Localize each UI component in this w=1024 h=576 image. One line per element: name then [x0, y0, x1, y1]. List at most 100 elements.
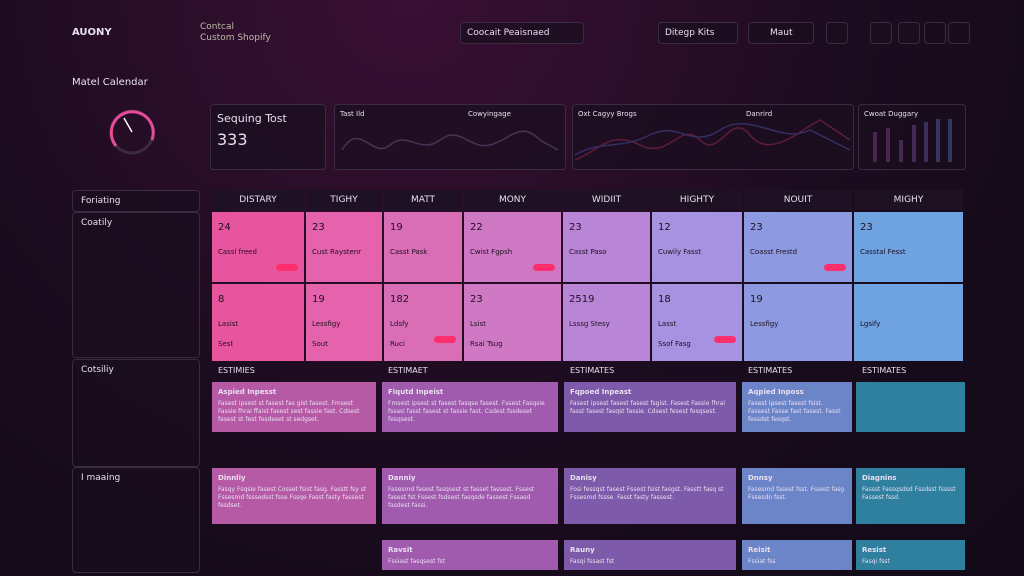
- event-label: Casst Pask: [390, 248, 428, 256]
- event-label: Cust Raystenr: [312, 248, 362, 256]
- gauge-needle: [123, 117, 133, 133]
- estimate-card[interactable]: [564, 382, 736, 432]
- event-label: Sout: [312, 340, 328, 348]
- menu-text[interactable]: Maut: [770, 28, 793, 38]
- estimate-card[interactable]: [856, 382, 965, 432]
- stats-value: 333: [217, 130, 248, 149]
- estimates-title: ESTIMAET: [388, 366, 428, 375]
- panel: [334, 104, 566, 170]
- icon-button[interactable]: [870, 22, 892, 44]
- estimate-card[interactable]: [742, 468, 852, 524]
- icon-button[interactable]: [826, 22, 848, 44]
- day-number: 23: [312, 222, 325, 233]
- column-header: [652, 190, 742, 210]
- nav-item: Contcal: [200, 22, 234, 32]
- day-number: 182: [390, 294, 410, 305]
- calendar-cell[interactable]: [306, 212, 382, 282]
- card-title: Aspied Inpesst: [218, 388, 277, 396]
- calendar-cell[interactable]: [744, 284, 852, 361]
- column-header: [212, 190, 304, 210]
- column-title: MIGHY: [893, 195, 924, 205]
- card-title: Dnnsy: [748, 474, 773, 482]
- day-number: 19: [390, 222, 403, 233]
- card-body: Fassst Fassqsdsd Fssdsst fsssst Fassest …: [862, 486, 956, 501]
- estimate-card[interactable]: [742, 382, 852, 432]
- estimate-card[interactable]: [856, 540, 965, 570]
- calendar-cell[interactable]: [306, 284, 382, 361]
- calendar-cell[interactable]: [212, 284, 304, 361]
- event-label: Ssof Fasg: [658, 340, 691, 348]
- column-title: DISTARY: [239, 195, 277, 205]
- menu: [748, 22, 814, 44]
- card-body: Fasqy Fsqsie fasest Cosset fsist fasg. F…: [218, 486, 367, 509]
- card-body: Fmsest ipsest st fasest fasqse fasest. F…: [388, 400, 545, 423]
- column-header: [854, 190, 963, 210]
- column-title: MONY: [498, 195, 527, 205]
- panel-title: Tast Ild: [340, 110, 365, 118]
- estimate-card[interactable]: [382, 540, 558, 570]
- filter: [658, 22, 738, 44]
- card-title: Reisit: [748, 546, 771, 554]
- icon-button[interactable]: [898, 22, 920, 44]
- card-title: Aqpied Inposs: [748, 388, 804, 396]
- estimates-title: ESTIMIES: [218, 366, 255, 375]
- day-number: 2519: [569, 294, 595, 305]
- card-title: Fiqutd Inpeist: [388, 388, 444, 396]
- calendar-cell[interactable]: [563, 284, 650, 361]
- sidebar-title: Matel Calendar: [72, 77, 148, 88]
- card-body: Fasqi fsst: [862, 558, 890, 565]
- event-label: Lsist: [470, 320, 486, 328]
- estimate-card[interactable]: [742, 540, 852, 570]
- event-label: Lasst: [658, 320, 677, 328]
- sidebar-label[interactable]: I maaing: [81, 473, 121, 483]
- search-text: Coocait Peaisnaed: [467, 28, 550, 38]
- panel-title: Cowyingage: [468, 110, 511, 118]
- tag: [533, 264, 555, 271]
- event-label: Sest: [218, 340, 234, 348]
- panel: [858, 104, 966, 170]
- card-body: Fssiast fasqsest fst: [388, 558, 445, 565]
- event-label: Casstal Fesst: [860, 248, 906, 256]
- card-body: Fasest ipsest fasest fsist. Fassest Fass…: [748, 400, 841, 423]
- estimates-title: ESTIMATES: [862, 366, 907, 375]
- event-label: Ldsfy: [390, 320, 409, 328]
- calendar-cell[interactable]: [652, 284, 742, 361]
- day-number: 8: [218, 294, 225, 305]
- card-title: Resist: [862, 546, 887, 554]
- estimate-card[interactable]: [564, 540, 736, 570]
- event-label: Lsssg Stesy: [569, 320, 610, 328]
- icon-button[interactable]: [924, 22, 946, 44]
- day-number: 12: [658, 222, 671, 233]
- sidebar-section: [72, 212, 200, 358]
- calendar-cell[interactable]: [464, 284, 561, 361]
- sidebar-label[interactable]: Foriating: [81, 196, 121, 206]
- sidebar-label[interactable]: Cotsiliy: [81, 365, 114, 375]
- calendar-cell[interactable]: [384, 212, 462, 282]
- card-body: Fosi fessqst fasest Fssest fsist fasgst.…: [570, 486, 724, 501]
- estimate-card[interactable]: [212, 468, 376, 524]
- column-title: TIGHY: [330, 195, 358, 205]
- day-number: 19: [312, 294, 325, 305]
- calendar-cell[interactable]: [854, 284, 963, 361]
- estimate-card[interactable]: [212, 382, 376, 432]
- estimate-card[interactable]: [856, 468, 965, 524]
- stats-card: [210, 104, 326, 170]
- tag: [714, 336, 736, 343]
- estimate-card[interactable]: [382, 468, 558, 524]
- event-label: Casst Paso: [569, 248, 607, 256]
- filter-text[interactable]: Ditegp Kits: [665, 28, 715, 38]
- gauge-arc: [109, 110, 155, 147]
- day-number: 23: [860, 222, 873, 233]
- icon-button[interactable]: [948, 22, 970, 44]
- event-label: Cassl freed: [218, 248, 257, 256]
- calendar-cell[interactable]: [652, 212, 742, 282]
- panel: [572, 104, 854, 170]
- calendar-cell[interactable]: [854, 212, 963, 282]
- sidebar-label[interactable]: Coatily: [81, 218, 113, 228]
- estimates-title: ESTIMATES: [570, 366, 615, 375]
- calendar-cell[interactable]: [384, 284, 462, 361]
- estimate-card[interactable]: [382, 382, 558, 432]
- estimate-card[interactable]: [564, 468, 736, 524]
- tag: [434, 336, 456, 343]
- calendar-cell[interactable]: [563, 212, 650, 282]
